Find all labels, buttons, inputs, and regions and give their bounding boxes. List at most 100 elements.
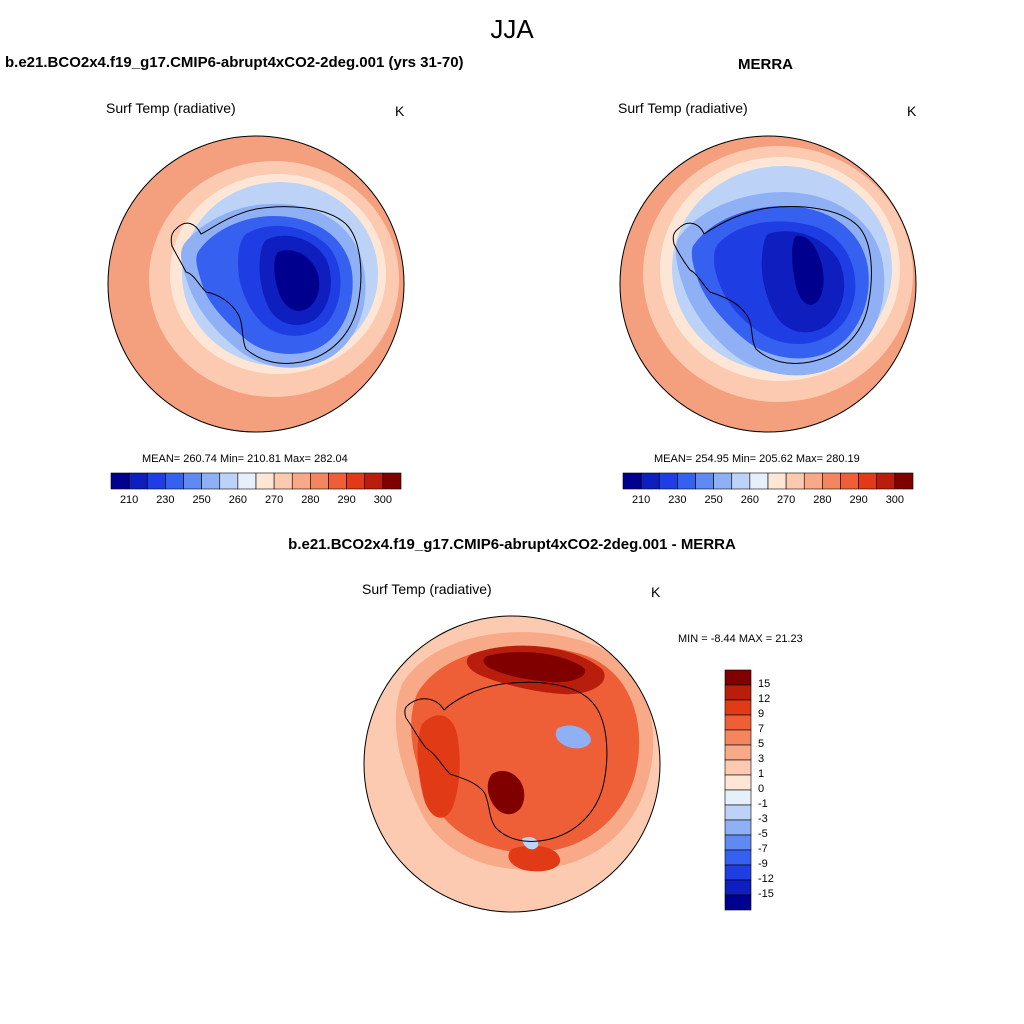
colorbar-tick-label: 15 bbox=[758, 678, 771, 690]
colorbar-tick-label: 280 bbox=[813, 494, 832, 506]
colorbar-tick-label: 270 bbox=[264, 494, 284, 506]
colorbar-tick-label: 0 bbox=[758, 783, 765, 795]
colorbar-swatch bbox=[767, 472, 787, 490]
colorbar-swatch bbox=[183, 472, 202, 490]
colorbar-swatch bbox=[724, 819, 752, 836]
colorbar-swatch bbox=[724, 834, 752, 851]
colorbar-swatch bbox=[128, 472, 148, 490]
colorbar-swatch bbox=[713, 472, 733, 490]
colorbar-tick-label: 9 bbox=[758, 708, 765, 720]
panel-1-map bbox=[107, 135, 405, 433]
colorbar-swatch bbox=[724, 879, 752, 896]
colorbar-swatch bbox=[840, 472, 859, 490]
colorbar-tick-label: -5 bbox=[758, 828, 768, 840]
colorbar-swatch bbox=[201, 472, 221, 490]
figure-title: JJA bbox=[490, 14, 534, 44]
colorbar-swatch bbox=[731, 472, 751, 490]
panel-2-title: MERRA bbox=[738, 56, 793, 73]
colorbar-swatch bbox=[658, 472, 678, 490]
colorbar-swatch bbox=[724, 894, 752, 911]
map-diff-2 bbox=[411, 645, 640, 853]
colorbar-swatch bbox=[894, 472, 914, 490]
colorbar-swatch bbox=[724, 864, 752, 881]
map-diff-3 bbox=[417, 715, 460, 818]
panel-3-title: b.e21.BCO2x4.f19_g17.CMIP6-abrupt4xCO2-2… bbox=[288, 536, 736, 553]
colorbar-swatch bbox=[822, 472, 841, 490]
colorbar-tick-label: -15 bbox=[758, 888, 774, 900]
colorbar-tick-label: 3 bbox=[758, 753, 765, 765]
coastline bbox=[672, 206, 872, 364]
panel-3-colorbar bbox=[724, 669, 752, 911]
colorbar-tick-label: 250 bbox=[192, 494, 211, 506]
colorbar-swatch bbox=[677, 472, 696, 490]
colorbar-tick-label: 250 bbox=[704, 494, 723, 506]
colorbar-swatch bbox=[165, 472, 184, 490]
colorbar-swatch bbox=[110, 472, 130, 490]
colorbar-swatch bbox=[237, 472, 257, 490]
map-diff-negative bbox=[522, 836, 539, 850]
colorbar-swatch bbox=[219, 472, 239, 490]
colorbar-swatch bbox=[724, 849, 752, 866]
panel-3-units-label: K bbox=[651, 584, 661, 600]
colorbar-swatch bbox=[724, 714, 752, 731]
colorbar-swatch bbox=[724, 789, 752, 806]
panel-1-colorbar bbox=[110, 472, 402, 490]
map-diff-3 bbox=[508, 845, 561, 872]
colorbar-swatch bbox=[622, 472, 642, 490]
colorbar-swatch bbox=[640, 472, 660, 490]
colorbar-swatch bbox=[724, 744, 752, 761]
colorbar-tick-label: -3 bbox=[758, 813, 768, 825]
colorbar-swatch bbox=[724, 774, 752, 791]
colorbar-tick-label: 1 bbox=[758, 768, 765, 780]
panel-1-stats: MEAN= 260.74 Min= 210.81 Max= 282.04 bbox=[142, 453, 348, 465]
colorbar-tick-label: 260 bbox=[228, 494, 248, 506]
colorbar-tick-label: 270 bbox=[776, 494, 796, 506]
panel-2-colorbar bbox=[622, 472, 914, 490]
colorbar-swatch bbox=[858, 472, 878, 490]
colorbar-tick-label: 300 bbox=[373, 494, 393, 506]
panel-2-stats: MEAN= 254.95 Min= 205.62 Max= 280.19 bbox=[654, 453, 860, 465]
colorbar-tick-label: -12 bbox=[758, 873, 774, 885]
colorbar-swatch bbox=[724, 669, 752, 686]
colorbar-tick-label: 300 bbox=[885, 494, 905, 506]
map-cold-5 bbox=[792, 235, 824, 305]
colorbar-swatch bbox=[346, 472, 366, 490]
colorbar-swatch bbox=[724, 804, 752, 821]
colorbar-tick-label: 290 bbox=[849, 494, 868, 506]
colorbar-tick-label: 12 bbox=[758, 693, 771, 705]
panel-2-map bbox=[619, 135, 917, 433]
colorbar-tick-label: 210 bbox=[631, 494, 651, 506]
colorbar-swatch bbox=[803, 472, 823, 490]
colorbar-tick-label: 280 bbox=[301, 494, 320, 506]
colorbar-swatch bbox=[724, 729, 752, 746]
colorbar-swatch bbox=[382, 472, 402, 490]
panel-2-units-label: K bbox=[907, 103, 917, 119]
panel-1-units-label: K bbox=[395, 103, 405, 119]
colorbar-tick-label: 230 bbox=[156, 494, 175, 506]
panel-2-colorbar-ticks: 210 230 250 260 270 280 290 300 bbox=[623, 494, 913, 508]
colorbar-swatch bbox=[364, 472, 384, 490]
colorbar-tick-label: 7 bbox=[758, 723, 765, 735]
colorbar-swatch bbox=[328, 472, 347, 490]
panel-3-stats: MIN = -8.44 MAX = 21.23 bbox=[678, 633, 803, 645]
colorbar-swatch bbox=[724, 684, 752, 701]
colorbar-tick-label: -1 bbox=[758, 798, 768, 810]
map-cold-5 bbox=[274, 250, 320, 311]
colorbar-swatch bbox=[291, 472, 311, 490]
colorbar-swatch bbox=[749, 472, 769, 490]
panel-3-variable-label: Surf Temp (radiative) bbox=[362, 581, 492, 597]
panel-3-map bbox=[363, 615, 661, 913]
panel-1-title: b.e21.BCO2x4.f19_g17.CMIP6-abrupt4xCO2-2… bbox=[5, 54, 464, 71]
map-diff-5 bbox=[483, 652, 586, 683]
colorbar-tick-label: 210 bbox=[119, 494, 139, 506]
colorbar-tick-label: -7 bbox=[758, 843, 768, 855]
coastline bbox=[404, 681, 608, 842]
colorbar-swatch bbox=[724, 699, 752, 716]
panel-3-colorbar-ticks: 15 12 9 7 5 3 1 0 -1 -3 -5 -7 -9 -12 -15 bbox=[758, 670, 798, 910]
colorbar-tick-label: 260 bbox=[740, 494, 760, 506]
colorbar-swatch bbox=[785, 472, 805, 490]
colorbar-swatch bbox=[876, 472, 896, 490]
colorbar-swatch bbox=[273, 472, 293, 490]
colorbar-tick-label: 5 bbox=[758, 738, 765, 750]
colorbar-swatch bbox=[255, 472, 275, 490]
